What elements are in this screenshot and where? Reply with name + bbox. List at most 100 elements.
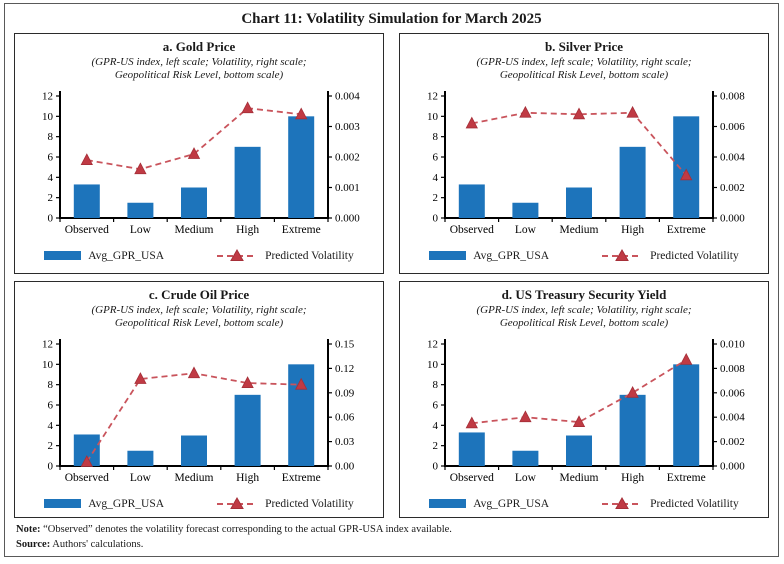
- panel-us-treasury-security-yield: d. US Treasury Security Yield (GPR-US in…: [399, 281, 769, 518]
- svg-text:0.000: 0.000: [720, 461, 745, 473]
- svg-text:0.000: 0.000: [335, 213, 360, 225]
- note-line: Note: “Observed” denotes the volatility …: [16, 523, 769, 538]
- svg-text:Low: Low: [515, 224, 537, 236]
- legend-item-bars: Avg_GPR_USA: [44, 250, 164, 262]
- legend-gold: Avg_GPR_USA Predicted Volatility: [15, 249, 383, 262]
- svg-text:Low: Low: [130, 224, 152, 236]
- svg-text:12: 12: [42, 91, 53, 103]
- legend-line-label: Predicted Volatility: [265, 497, 354, 510]
- legend-bars-label: Avg_GPR_USA: [88, 249, 165, 262]
- legend-bars-label: Avg_GPR_USA: [88, 497, 165, 510]
- bar-swatch-icon: [429, 499, 467, 509]
- svg-text:0.03: 0.03: [335, 436, 355, 448]
- svg-text:High: High: [236, 224, 259, 236]
- svg-text:0.000: 0.000: [720, 213, 745, 225]
- svg-text:Extreme: Extreme: [282, 472, 321, 484]
- svg-text:0.008: 0.008: [720, 91, 745, 103]
- svg-text:6: 6: [48, 400, 54, 412]
- svg-text:0.006: 0.006: [720, 121, 745, 133]
- svg-text:8: 8: [48, 132, 54, 144]
- svg-text:10: 10: [427, 111, 439, 123]
- svg-text:10: 10: [427, 359, 439, 371]
- source-label: Source:: [16, 538, 51, 550]
- silver-price-chart: 0 2 4 6 8 10 12 0.000 0.002 0.004 0.006 0.008 Observ…: [407, 84, 761, 248]
- note-text: “Observed” denotes the volatility foreca…: [43, 524, 452, 535]
- svg-text:0.001: 0.001: [335, 182, 360, 194]
- us-treasury-yield-chart: 0 2 4 6 8 10 12 0.000 0.002 0.004 0.006 0.008 0.010 O…: [407, 332, 761, 496]
- panel-title-gold: a. Gold Price: [162, 39, 236, 54]
- svg-text:Observed: Observed: [450, 472, 494, 484]
- source-line: Source: Authors' calculations.: [16, 538, 769, 553]
- legend-item-bars: Avg_GPR_USA: [429, 250, 549, 262]
- svg-text:6: 6: [433, 400, 439, 412]
- panel-subtitle-gold: (GPR-US index, left scale; Volatility, r…: [15, 56, 383, 82]
- dashed-line-triangle-icon: [602, 249, 643, 262]
- figure-title: Chart 11: Volatility Simulation for Marc…: [241, 11, 542, 27]
- svg-text:6: 6: [433, 152, 439, 164]
- panel-title-us-treasury: d. US Treasury Security Yield: [501, 287, 667, 302]
- panel-subtitle-silver: (GPR-US index, left scale; Volatility, r…: [400, 56, 768, 82]
- svg-text:0.12: 0.12: [335, 363, 354, 375]
- svg-text:0: 0: [48, 461, 54, 473]
- svg-text:High: High: [621, 472, 644, 484]
- svg-text:Medium: Medium: [560, 472, 599, 484]
- source-text: Authors' calculations.: [52, 538, 144, 550]
- subtitle-line2: Geopolitical Risk Level, bottom scale): [499, 317, 669, 330]
- svg-text:4: 4: [433, 420, 439, 432]
- svg-text:2: 2: [433, 193, 439, 205]
- svg-text:0.008: 0.008: [720, 363, 745, 375]
- crude-oil-price-chart: 0 2 4 6 8 10 12 0.00 0.03 0.06 0.09 0.12 0.15 Observe…: [22, 332, 376, 496]
- svg-text:10: 10: [42, 359, 54, 371]
- svg-text:0.003: 0.003: [335, 121, 360, 133]
- svg-text:0: 0: [48, 213, 54, 225]
- svg-text:4: 4: [48, 172, 54, 184]
- svg-text:0.002: 0.002: [720, 436, 745, 448]
- panel-subtitle-crude-oil: (GPR-US index, left scale; Volatility, r…: [15, 304, 383, 330]
- panel-title-crude-oil: c. Crude Oil Price: [148, 287, 250, 302]
- bar-swatch-icon: [44, 499, 82, 509]
- legend-item-line: Predicted Volatility: [601, 249, 739, 262]
- svg-text:6: 6: [48, 152, 54, 164]
- gold-price-chart: 0 2 4 6 8 10 12 0.000 0.001 0.002 0.003 0.004 Observ…: [22, 84, 376, 248]
- subtitle-line2: Geopolitical Risk Level, bottom scale): [114, 69, 284, 82]
- svg-text:2: 2: [433, 441, 439, 453]
- legend-item-bars: Avg_GPR_USA: [429, 498, 549, 510]
- subtitle-line1: (GPR-US index, left scale; Volatility, r…: [476, 304, 692, 316]
- legend-us-treasury: Avg_GPR_USA Predicted Volatility: [400, 497, 768, 510]
- svg-text:2: 2: [48, 193, 54, 205]
- subtitle-line1: (GPR-US index, left scale; Volatility, r…: [91, 56, 307, 68]
- footnotes: Note: “Observed” denotes the volatility …: [16, 523, 769, 552]
- legend-bars-label: Avg_GPR_USA: [473, 497, 550, 510]
- legend-line-label: Predicted Volatility: [265, 249, 354, 262]
- panel-title-silver: b. Silver Price: [544, 39, 624, 54]
- legend-item-line: Predicted Volatility: [601, 497, 739, 510]
- svg-text:Medium: Medium: [175, 224, 214, 236]
- svg-text:2: 2: [48, 441, 54, 453]
- svg-text:0.002: 0.002: [335, 152, 360, 164]
- note-label: Note:: [16, 524, 41, 535]
- svg-text:8: 8: [433, 132, 439, 144]
- legend-item-line: Predicted Volatility: [216, 249, 354, 262]
- svg-text:0: 0: [433, 461, 439, 473]
- svg-text:Low: Low: [515, 472, 537, 484]
- subtitle-line1: (GPR-US index, left scale; Volatility, r…: [91, 304, 307, 316]
- bar-swatch-icon: [429, 251, 467, 261]
- svg-text:Medium: Medium: [560, 224, 599, 236]
- svg-text:12: 12: [427, 339, 438, 351]
- svg-text:12: 12: [427, 91, 438, 103]
- panel-silver-price: b. Silver Price (GPR-US index, left scal…: [399, 33, 769, 274]
- svg-text:12: 12: [42, 339, 53, 351]
- svg-text:0.004: 0.004: [720, 412, 745, 424]
- svg-text:0.004: 0.004: [335, 91, 360, 103]
- svg-text:0.006: 0.006: [720, 388, 745, 400]
- svg-text:10: 10: [42, 111, 54, 123]
- svg-text:0: 0: [433, 213, 439, 225]
- svg-text:Observed: Observed: [65, 224, 109, 236]
- svg-text:8: 8: [48, 380, 54, 392]
- svg-text:0.15: 0.15: [335, 339, 355, 351]
- subtitle-line2: Geopolitical Risk Level, bottom scale): [114, 317, 284, 330]
- svg-text:0.004: 0.004: [720, 152, 745, 164]
- svg-text:0.002: 0.002: [720, 182, 745, 194]
- svg-text:Medium: Medium: [175, 472, 214, 484]
- svg-text:8: 8: [433, 380, 439, 392]
